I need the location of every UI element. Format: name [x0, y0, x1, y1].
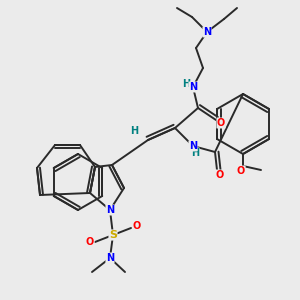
Text: O: O: [216, 170, 224, 180]
Text: N: N: [203, 27, 211, 37]
Text: N: N: [189, 141, 197, 151]
Text: H: H: [182, 79, 190, 89]
Text: H: H: [130, 126, 138, 136]
Text: N: N: [106, 253, 114, 263]
Text: O: O: [86, 237, 94, 247]
Text: N: N: [106, 205, 114, 215]
Text: O: O: [217, 118, 225, 128]
Text: O: O: [237, 166, 245, 176]
Text: O: O: [133, 221, 141, 231]
Text: H: H: [191, 148, 199, 158]
Text: S: S: [109, 230, 117, 240]
Text: N: N: [189, 82, 197, 92]
